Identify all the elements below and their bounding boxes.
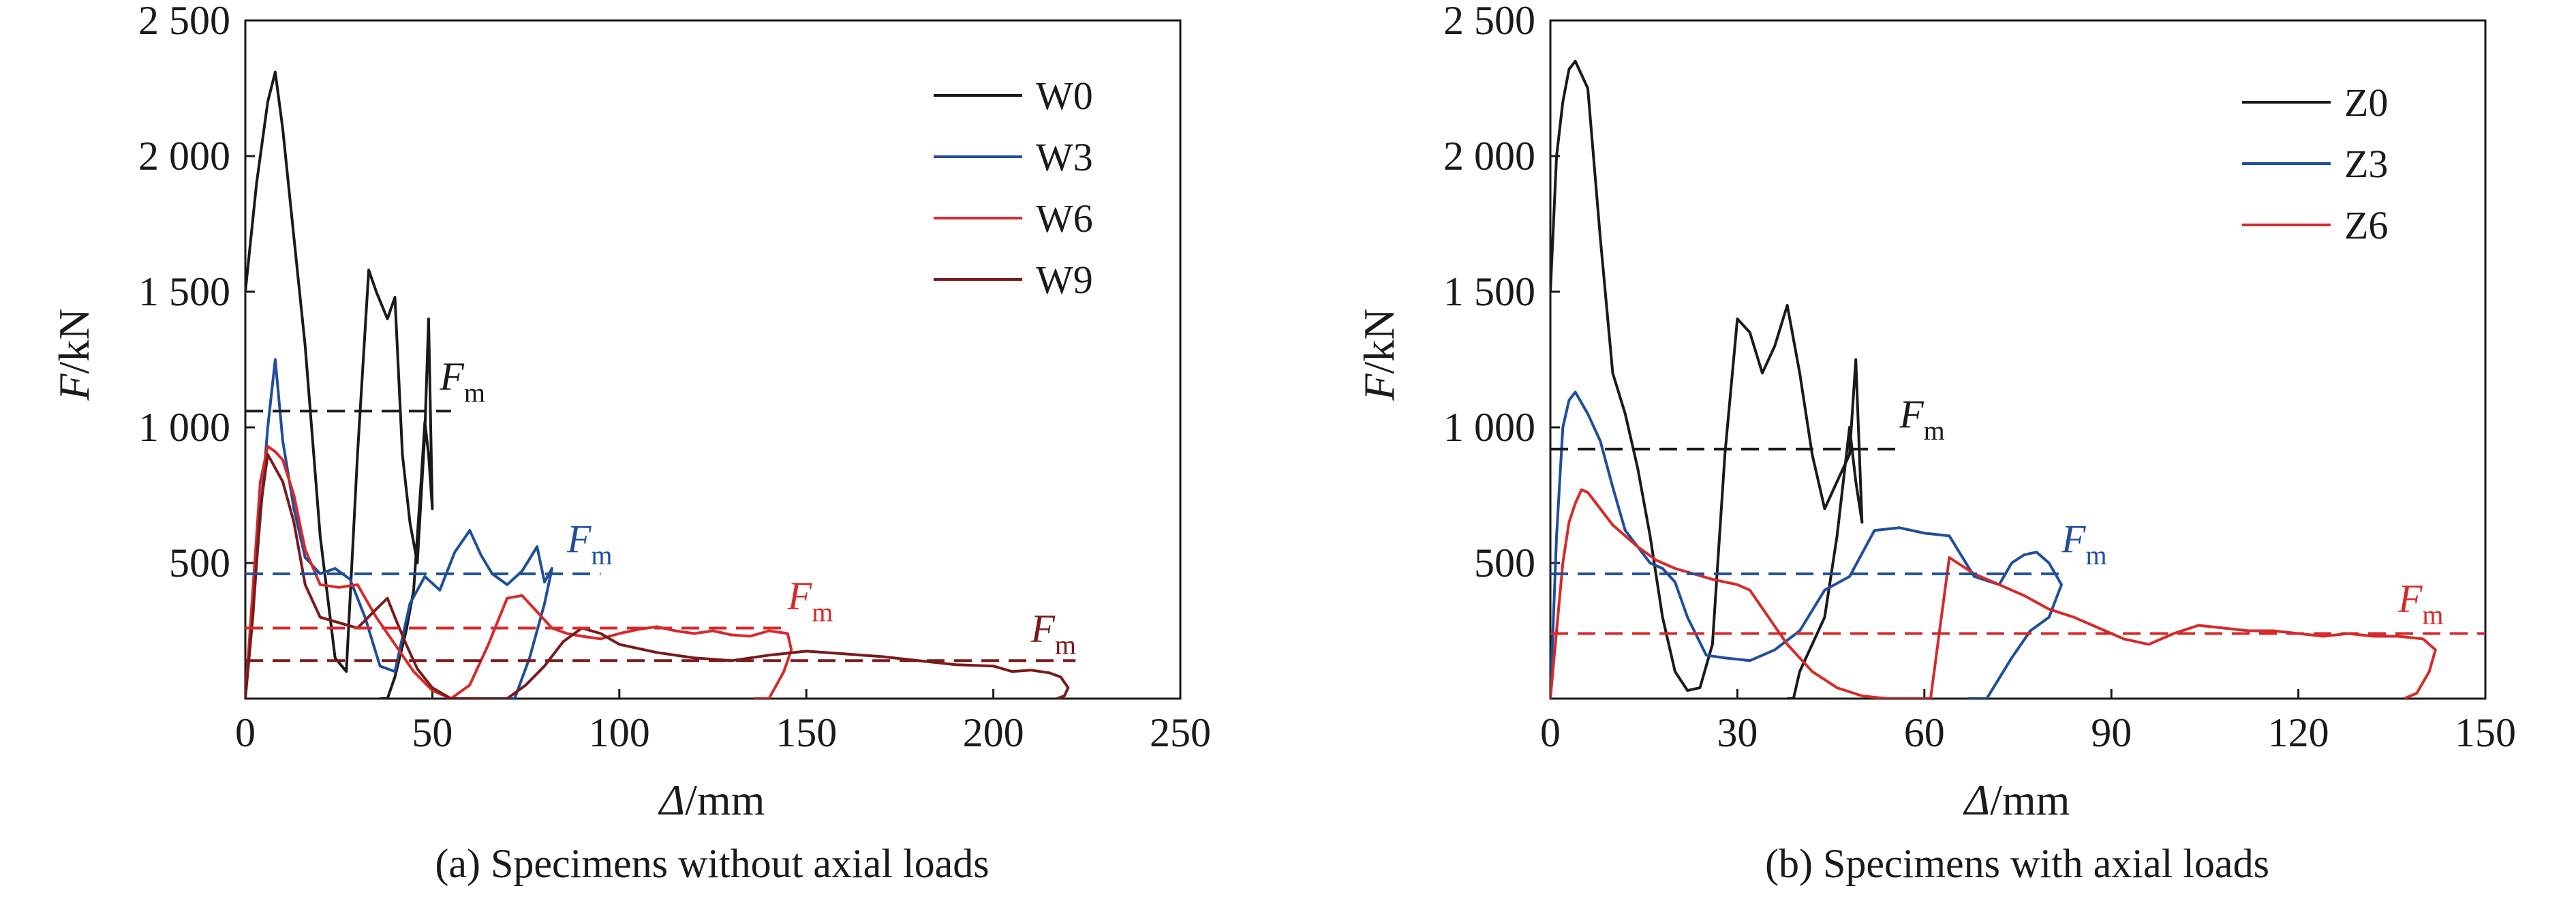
- chart0-fm-subscript: m: [1055, 629, 1076, 660]
- chart1-legend-label-z3: Z3: [2344, 142, 2388, 186]
- chart1-fm-subscript: m: [2085, 540, 2106, 570]
- chart0-x-axis-symbol: Δ: [658, 776, 686, 824]
- chart1-x-axis-symbol: Δ: [1963, 776, 1991, 824]
- chart0-fm-label-w6: Fm: [787, 574, 833, 628]
- chart1-legend-label-z6: Z6: [2344, 203, 2388, 247]
- chart1-y-axis-symbol: F: [1355, 374, 1403, 401]
- chart0-x-tick-label: 250: [1150, 710, 1211, 755]
- chart1-x-tick-label: 60: [1904, 710, 1945, 755]
- panel-b: 0 30 60 90 120 150 500 1 000 1 500 2 000 2 500 F/kN…: [1355, 0, 2516, 886]
- chart1-y-axis-unit: /kN: [1355, 308, 1403, 374]
- chart0-x-tick-label: 100: [589, 710, 650, 755]
- chart1-x-tick-label: 0: [1540, 710, 1561, 755]
- chart1-y-tick-label: 2 500: [1443, 0, 1535, 43]
- chart0-x-tick-label: 150: [776, 710, 837, 755]
- chart0-y-tick-label: 500: [169, 540, 230, 585]
- chart0-x-tick-label: 50: [412, 710, 453, 755]
- chart1-fm-symbol: F: [1899, 392, 1924, 436]
- chart1-legend-label-z0: Z0: [2344, 80, 2388, 125]
- chart0-x-tick-label: 0: [235, 710, 256, 755]
- chart1-series-z6-line: [1550, 488, 2437, 699]
- chart0-legend-label-w6: W6: [1036, 196, 1093, 241]
- chart0-fm-symbol: F: [566, 517, 592, 561]
- chart1-series-z3-line: [1550, 391, 2063, 699]
- chart0-x-axis-title: Δ/mm: [658, 776, 765, 824]
- chart0-legend-label-w9: W9: [1036, 258, 1093, 302]
- chart0-series-group: [245, 70, 1070, 699]
- chart1-legend: Z0 Z3 Z6: [2242, 80, 2388, 247]
- chart1-y-axis-title: F/kN: [1355, 308, 1403, 401]
- chart0-legend-label-w0: W0: [1036, 74, 1093, 118]
- chart0-y-axis-symbol: F: [50, 374, 98, 401]
- chart1-y-tick-label: 2 000: [1443, 134, 1535, 179]
- chart1-caption: (b) Specimens with axial loads: [1765, 841, 2269, 886]
- chart1-fm-subscript: m: [2422, 600, 2443, 630]
- chart1-y-tick-label: 1 500: [1443, 269, 1535, 314]
- chart0-y-tick-label: 1 000: [138, 405, 230, 450]
- chart0-fm-symbol: F: [787, 574, 812, 618]
- chart1-x-axis-unit: /mm: [1990, 776, 2070, 824]
- chart1-fm-symbol: F: [2061, 517, 2086, 561]
- chart0-series-w0-line: [245, 70, 434, 699]
- chart0-fm-symbol: F: [1030, 606, 1055, 650]
- chart1-y-tick-label: 500: [1474, 540, 1535, 585]
- chart1-series-z0-line: [1550, 59, 1864, 699]
- chart1-y-tick-label: 1 000: [1443, 405, 1535, 450]
- chart0-fm-label-w9: Fm: [1030, 606, 1076, 660]
- chart0-x-tick-label: 200: [963, 710, 1024, 755]
- chart1-fm-subscript: m: [1924, 415, 1945, 446]
- chart0-y-axis-unit: /kN: [50, 308, 98, 374]
- chart1-fm-label-z3: Fm: [2061, 517, 2107, 570]
- chart0-legend: W0 W3 W6 W9: [934, 74, 1093, 302]
- chart0-legend-label-w3: W3: [1036, 135, 1093, 179]
- chart0-fm-label-w3: Fm: [566, 517, 613, 570]
- chart0-fm-subscript: m: [464, 377, 485, 408]
- chart1-fm-label-z6: Fm: [2397, 577, 2444, 630]
- chart0-fm-subscript: m: [591, 540, 612, 570]
- chart0-y-tick-label: 1 500: [138, 269, 230, 314]
- chart1-plot-frame: [1549, 19, 2487, 700]
- chart1-x-axis-title: Δ/mm: [1963, 776, 2070, 824]
- chart0-y-tick-label: 2 000: [138, 134, 230, 179]
- chart0-x-axis-unit: /mm: [685, 776, 765, 824]
- chart0-y-axis-title: F/kN: [50, 308, 98, 401]
- chart0-series-w9-line: [245, 453, 1070, 699]
- chart1-x-tick-label: 150: [2455, 710, 2516, 755]
- chart0-y-tick-label: 2 500: [138, 0, 230, 43]
- chart0-plot-frame: [244, 19, 1182, 700]
- chart0-fm-subscript: m: [812, 597, 833, 628]
- chart0-series-w6-line: [245, 444, 793, 699]
- chart1-fm-label-z0: Fm: [1899, 392, 1945, 446]
- chart0-fm-label-w0: Fm: [439, 354, 485, 408]
- chart1-fm-symbol: F: [2397, 577, 2423, 621]
- chart0-fm-symbol: F: [439, 354, 464, 398]
- chart0-caption: (a) Specimens without axial loads: [435, 841, 989, 886]
- chart1-series-group: [1550, 59, 2437, 699]
- chart1-x-tick-label: 90: [2091, 710, 2132, 755]
- chart1-x-tick-label: 30: [1717, 710, 1758, 755]
- chart1-x-tick-label: 120: [2268, 710, 2329, 755]
